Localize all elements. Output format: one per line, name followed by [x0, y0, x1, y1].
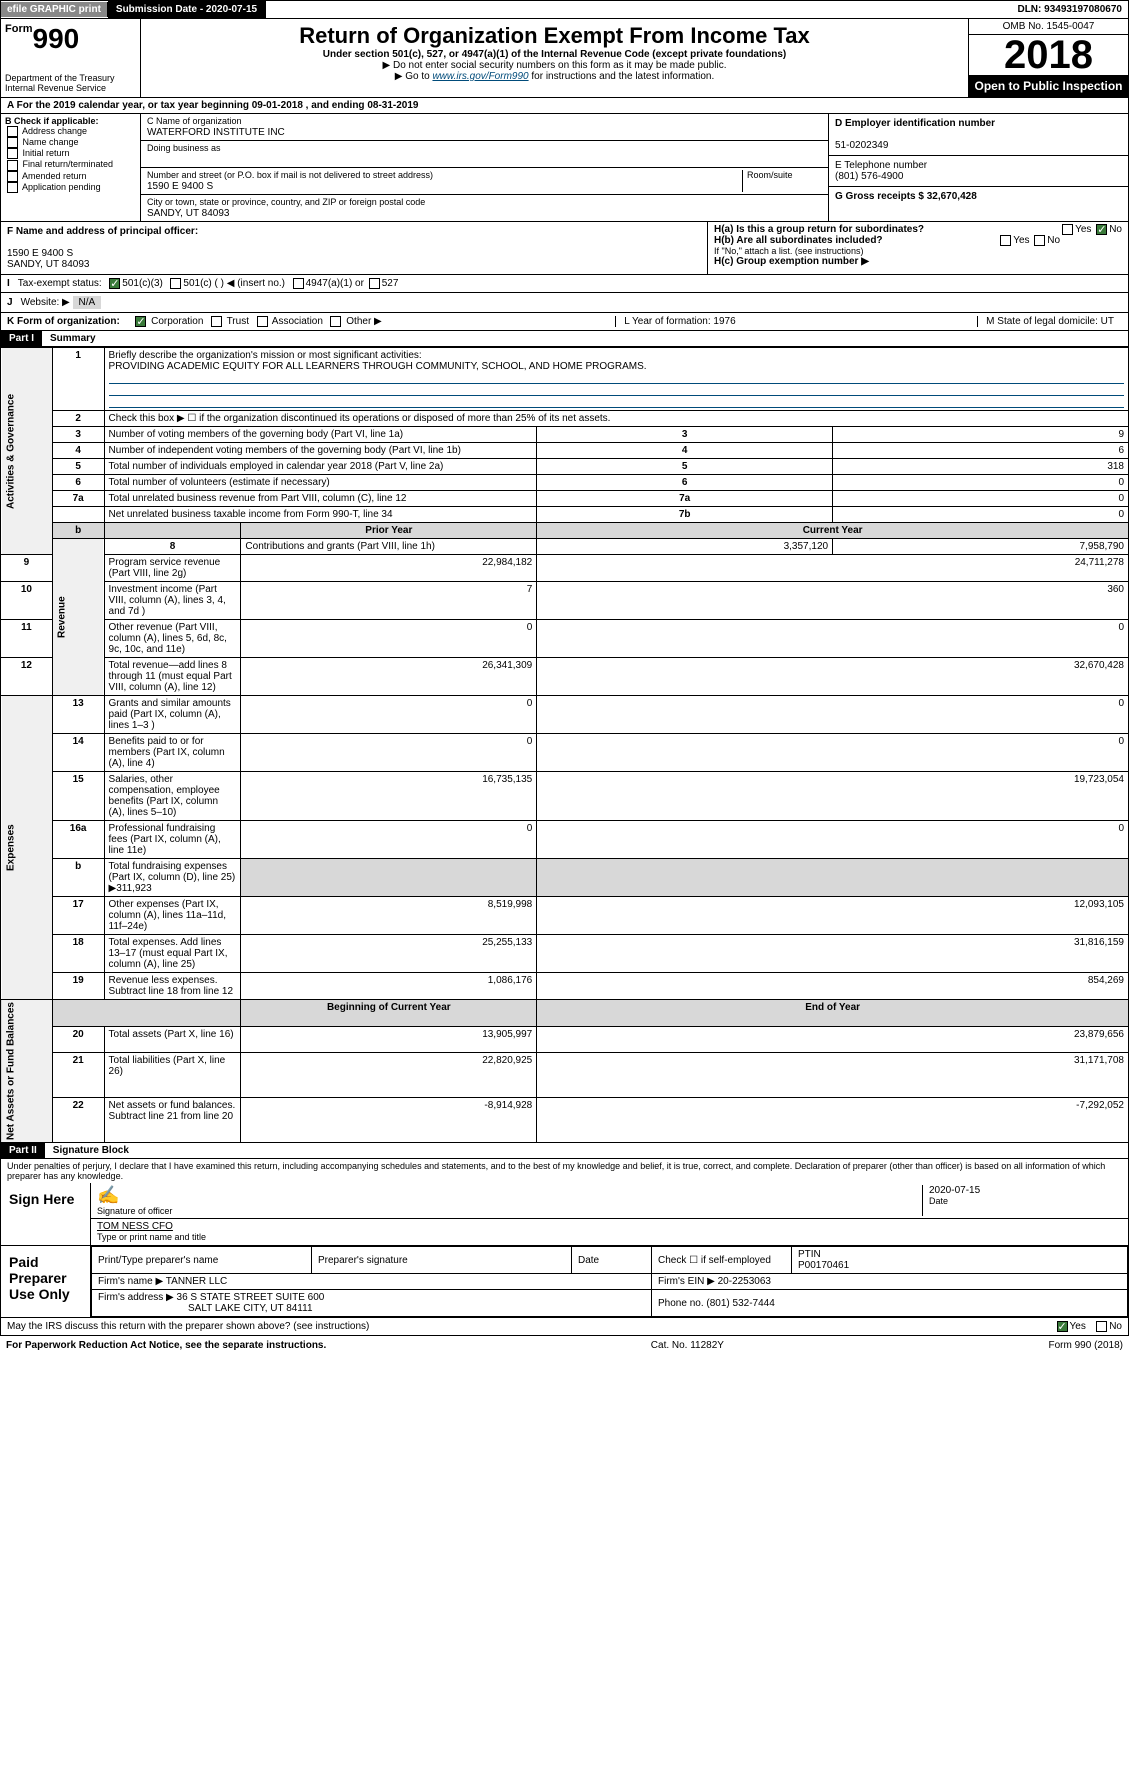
- sidelabel-governance: Activities & Governance: [1, 348, 53, 555]
- sidelabel-expenses: Expenses: [1, 696, 53, 1000]
- open-public-badge: Open to Public Inspection: [969, 75, 1128, 97]
- sign-here-label: Sign Here: [1, 1183, 91, 1245]
- part1-header: Part I Summary: [0, 331, 1129, 347]
- form-number: Form990: [5, 23, 136, 55]
- sidelabel-netassets: Net Assets or Fund Balances: [1, 1000, 53, 1143]
- section-bcd: B Check if applicable: Address change Na…: [0, 114, 1129, 222]
- row-i: I Tax-exempt status: 501(c)(3) 501(c) ( …: [0, 275, 1129, 293]
- efile-button[interactable]: efile GRAPHIC print: [1, 2, 108, 17]
- irs-link[interactable]: www.irs.gov/Form990: [432, 71, 528, 82]
- ein: 51-0202349: [835, 140, 888, 151]
- section-fh: F Name and address of principal officer:…: [0, 222, 1129, 275]
- sidelabel-revenue: Revenue: [52, 539, 104, 696]
- dept-treasury: Department of the Treasury Internal Reve…: [5, 73, 136, 93]
- row-j: J Website: ▶ N/A: [0, 293, 1129, 313]
- subtitle-1: Under section 501(c), 527, or 4947(a)(1)…: [145, 49, 964, 60]
- discuss-row: May the IRS discuss this return with the…: [0, 1318, 1129, 1336]
- officer-name: TOM NESS CFO: [97, 1221, 173, 1232]
- signature-section: Sign Here ✍ Signature of officer 2020-07…: [0, 1183, 1129, 1246]
- street: 1590 E 9400 S: [147, 181, 213, 192]
- website: N/A: [73, 296, 102, 309]
- spacer: [266, 8, 1011, 12]
- city: SANDY, UT 84093: [147, 208, 229, 219]
- form-title: Return of Organization Exempt From Incom…: [145, 23, 964, 49]
- col-d: D Employer identification number51-02023…: [828, 114, 1128, 221]
- tax-year: 2018: [969, 35, 1128, 75]
- dln: DLN: 93493197080670: [1011, 2, 1128, 17]
- firm-name: TANNER LLC: [166, 1276, 228, 1287]
- gross-receipts: G Gross receipts $ 32,670,428: [835, 191, 977, 202]
- row-k: K Form of organization: Corporation Trus…: [0, 313, 1129, 331]
- mission-text: PROVIDING ACADEMIC EQUITY FOR ALL LEARNE…: [109, 361, 647, 372]
- col-b: B Check if applicable: Address change Na…: [1, 114, 141, 221]
- form-header: Form990 Department of the Treasury Inter…: [0, 19, 1129, 98]
- paid-preparer-label: Paid Preparer Use Only: [1, 1246, 91, 1317]
- preparer-section: Paid Preparer Use Only Print/Type prepar…: [0, 1246, 1129, 1318]
- firm-ein: 20-2253063: [718, 1276, 771, 1287]
- phone: (801) 576-4900: [835, 171, 903, 182]
- subtitle-2: ▶ Do not enter social security numbers o…: [145, 60, 964, 71]
- col-c: C Name of organizationWATERFORD INSTITUT…: [141, 114, 828, 221]
- top-bar: efile GRAPHIC print Submission Date - 20…: [0, 0, 1129, 19]
- org-name: WATERFORD INSTITUTE INC: [147, 127, 285, 138]
- firm-phone: (801) 532-7444: [706, 1298, 774, 1309]
- subtitle-3: ▶ Go to www.irs.gov/Form990 for instruct…: [145, 71, 964, 82]
- perjury-statement: Under penalties of perjury, I declare th…: [0, 1159, 1129, 1183]
- part2-header: Part II Signature Block: [0, 1143, 1129, 1159]
- tax-period: A For the 2019 calendar year, or tax yea…: [0, 98, 1129, 114]
- footer: For Paperwork Reduction Act Notice, see …: [0, 1336, 1129, 1355]
- summary-table: Activities & Governance 1 Briefly descri…: [0, 347, 1129, 1143]
- submission-date: Submission Date - 2020-07-15: [108, 1, 266, 18]
- ptin: P00170461: [798, 1260, 849, 1271]
